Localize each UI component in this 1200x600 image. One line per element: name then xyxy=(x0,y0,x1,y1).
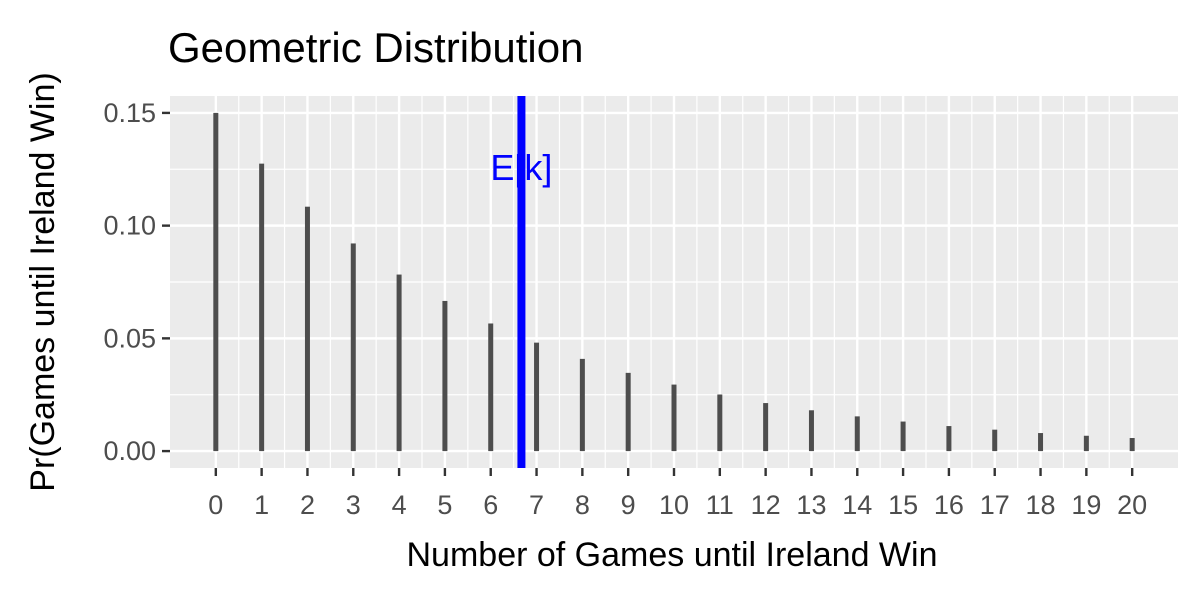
bar-13 xyxy=(808,410,814,452)
y-tick-label: 0.10 xyxy=(103,211,156,241)
x-tick-label: 2 xyxy=(300,490,315,520)
x-tick-label: 20 xyxy=(1117,490,1147,520)
y-tick-label: 0.00 xyxy=(103,436,156,466)
x-tick-label: 17 xyxy=(980,490,1010,520)
bar-1 xyxy=(259,163,265,452)
bar-3 xyxy=(350,243,356,452)
bar-14 xyxy=(854,416,860,452)
x-tick-label: 18 xyxy=(1026,490,1056,520)
x-tick-label: 12 xyxy=(751,490,781,520)
x-tick-label: 13 xyxy=(796,490,826,520)
y-tick-label: 0.15 xyxy=(103,98,156,128)
bar-2 xyxy=(304,206,310,452)
x-tick-label: 16 xyxy=(934,490,964,520)
bar-16 xyxy=(946,426,952,452)
bar-9 xyxy=(625,372,631,452)
x-tick-label: 0 xyxy=(208,490,223,520)
expected-value-annotation: E[k] xyxy=(490,96,552,468)
x-tick-label: 6 xyxy=(483,490,498,520)
x-tick-label: 15 xyxy=(888,490,918,520)
bar-4 xyxy=(396,274,402,452)
bar-5 xyxy=(442,300,448,452)
bar-17 xyxy=(992,429,998,452)
bar-7 xyxy=(534,342,540,452)
bar-15 xyxy=(900,421,906,452)
chart-title: Geometric Distribution xyxy=(168,24,583,71)
bar-18 xyxy=(1038,433,1044,452)
x-tick-label: 19 xyxy=(1071,490,1101,520)
x-tick-label: 7 xyxy=(529,490,544,520)
bar-19 xyxy=(1083,435,1089,452)
x-tick-label: 4 xyxy=(392,490,407,520)
x-tick-label: 11 xyxy=(706,490,734,520)
bar-11 xyxy=(717,394,723,452)
bar-6 xyxy=(488,323,494,452)
y-tick-label: 0.05 xyxy=(103,323,156,353)
x-tick-label: 10 xyxy=(659,490,689,520)
bars xyxy=(213,112,1135,452)
y-axis: 0.00 0.05 0.10 0.15 xyxy=(103,98,170,466)
x-tick-label: 1 xyxy=(254,490,269,520)
bar-12 xyxy=(763,403,769,452)
x-tick-label: 3 xyxy=(346,490,361,520)
bar-10 xyxy=(671,384,677,452)
bar-20 xyxy=(1129,438,1135,452)
x-axis: 0 1 2 3 4 5 6 7 8 9 10 11 12 13 14 15 16 17 18 19 20 xyxy=(208,468,1147,520)
x-tick-label: 14 xyxy=(842,490,872,520)
y-axis-title: Pr(Games until Ireland Win) xyxy=(24,72,62,491)
x-axis-title: Number of Games until Ireland Win xyxy=(407,536,938,574)
x-tick-label: 5 xyxy=(437,490,452,520)
x-tick-label: 9 xyxy=(621,490,636,520)
bar-8 xyxy=(579,358,585,452)
bar-0 xyxy=(213,112,219,452)
x-tick-label: 8 xyxy=(575,490,590,520)
